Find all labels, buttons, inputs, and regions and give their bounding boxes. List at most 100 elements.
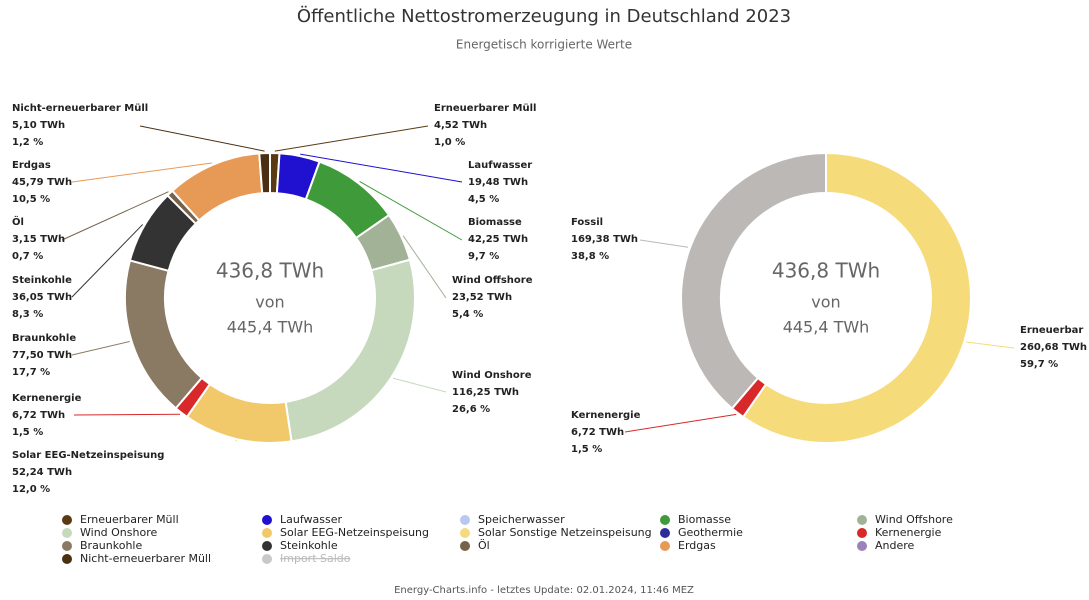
- donut-slice: [258, 151, 271, 195]
- center-text: 436,8 TWh: [216, 259, 324, 283]
- label-value: 42,25 TWh: [468, 234, 528, 245]
- center-text: von: [255, 293, 284, 312]
- label-percent: 1,5 %: [571, 444, 602, 455]
- legend-label: Braunkohle: [80, 539, 142, 552]
- legend-item[interactable]: Solar EEG-Netzeinspeisung: [262, 526, 429, 539]
- label-percent: 38,8 %: [571, 251, 609, 262]
- legend-swatch: [460, 541, 470, 551]
- leader-line: [393, 377, 447, 393]
- legend-item[interactable]: Wind Offshore: [857, 513, 953, 526]
- legend-item[interactable]: Speicherwasser: [460, 513, 565, 526]
- leader-line: [139, 125, 265, 152]
- footer: Energy-Charts.info - letztes Update: 02.…: [394, 585, 694, 596]
- label-value: 3,15 TWh: [12, 234, 65, 245]
- label-name: Nicht-erneuerbarer Müll: [12, 103, 148, 114]
- legend-item[interactable]: Solar Sonstige Netzeinspeisung: [460, 526, 652, 539]
- label-percent: 5,4 %: [452, 309, 483, 320]
- legend-item[interactable]: Geothermie: [660, 526, 743, 539]
- legend-label: Geothermie: [678, 526, 743, 539]
- legend-swatch: [660, 541, 670, 551]
- label-percent: 0,7 %: [12, 251, 43, 262]
- label-value: 260,68 TWh: [1020, 342, 1087, 353]
- legend-swatch: [262, 515, 272, 525]
- label-percent: 1,2 %: [12, 137, 43, 148]
- label-value: 116,25 TWh: [452, 387, 519, 398]
- legend-swatch: [857, 515, 867, 525]
- legend-swatch: [660, 528, 670, 538]
- legend-swatch: [262, 528, 272, 538]
- label-name: Kernenergie: [12, 393, 82, 404]
- legend-label: Wind Offshore: [875, 513, 953, 526]
- label-percent: 26,6 %: [452, 404, 490, 415]
- label-percent: 9,7 %: [468, 251, 499, 262]
- leader-line: [71, 162, 212, 183]
- label-name: Biomasse: [468, 217, 522, 228]
- legend-item[interactable]: Laufwasser: [262, 513, 342, 526]
- legend-label: Import Saldo: [280, 552, 351, 565]
- legend-item[interactable]: Braunkohle: [62, 539, 142, 552]
- label-name: Laufwasser: [468, 160, 532, 171]
- label-value: 169,38 TWh: [571, 234, 638, 245]
- legend-swatch: [262, 541, 272, 551]
- label-name: Steinkohle: [12, 275, 72, 286]
- label-name: Braunkohle: [12, 333, 76, 344]
- label-percent: 10,5 %: [12, 194, 50, 205]
- donut-slice: [124, 259, 204, 410]
- legend-item[interactable]: Öl: [460, 539, 490, 552]
- chart-title: Öffentliche Nettostromerzeugung in Deuts…: [297, 5, 791, 27]
- legend-item[interactable]: Kernenergie: [857, 526, 942, 539]
- label-value: 36,05 TWh: [12, 292, 72, 303]
- label-percent: 4,5 %: [468, 194, 499, 205]
- legend-label: Steinkohle: [280, 539, 338, 552]
- legend-swatch: [460, 528, 470, 538]
- center-text: 436,8 TWh: [772, 259, 880, 283]
- leader-line: [73, 413, 181, 416]
- label-value: 4,52 TWh: [434, 120, 487, 131]
- legend-item[interactable]: Andere: [857, 539, 915, 552]
- leader-line: [966, 341, 1015, 349]
- label-value: 5,10 TWh: [12, 120, 65, 131]
- label-name: Wind Offshore: [452, 275, 533, 286]
- legend-item[interactable]: Steinkohle: [262, 539, 338, 552]
- leader-line: [274, 125, 429, 152]
- legend-swatch: [460, 515, 470, 525]
- legend-item[interactable]: Biomasse: [660, 513, 731, 526]
- label-percent: 59,7 %: [1020, 359, 1058, 370]
- legend-item[interactable]: Wind Onshore: [62, 526, 157, 539]
- donut-slice: [741, 151, 972, 444]
- legend-item[interactable]: Erdgas: [660, 539, 716, 552]
- leader-line: [624, 413, 737, 433]
- legend-label: Biomasse: [678, 513, 731, 526]
- label-value: 6,72 TWh: [12, 410, 65, 421]
- legend-label: Andere: [875, 539, 915, 552]
- center-text: von: [811, 293, 840, 312]
- legend-label: Erneuerbarer Müll: [80, 513, 179, 526]
- leader-line: [300, 153, 463, 183]
- legend-label: Solar EEG-Netzeinspeisung: [280, 526, 429, 539]
- legend-item[interactable]: Import Saldo: [262, 552, 351, 565]
- donut-slice: [284, 258, 416, 443]
- legend-swatch: [660, 515, 670, 525]
- donut-slice: [680, 151, 827, 410]
- leader-line: [359, 181, 463, 241]
- legend-label: Wind Onshore: [80, 526, 157, 539]
- legend-swatch: [62, 554, 72, 564]
- legend-swatch: [62, 515, 72, 525]
- legend-swatch: [857, 541, 867, 551]
- legend-swatch: [62, 541, 72, 551]
- legend-label: Kernenergie: [875, 526, 942, 539]
- label-value: 45,79 TWh: [12, 177, 72, 188]
- center-text: 445,4 TWh: [783, 318, 870, 337]
- label-value: 77,50 TWh: [12, 350, 72, 361]
- legend-label: Öl: [478, 539, 490, 552]
- legend-label: Nicht-erneuerbarer Müll: [80, 552, 211, 565]
- legend-swatch: [857, 528, 867, 538]
- label-name: Öl: [12, 214, 24, 228]
- legend-item[interactable]: Nicht-erneuerbarer Müll: [62, 552, 211, 565]
- label-value: 23,52 TWh: [452, 292, 512, 303]
- legend-swatch: [262, 554, 272, 564]
- legend-item[interactable]: Erneuerbarer Müll: [62, 513, 179, 526]
- leader-line: [71, 224, 144, 298]
- legend-swatch: [62, 528, 72, 538]
